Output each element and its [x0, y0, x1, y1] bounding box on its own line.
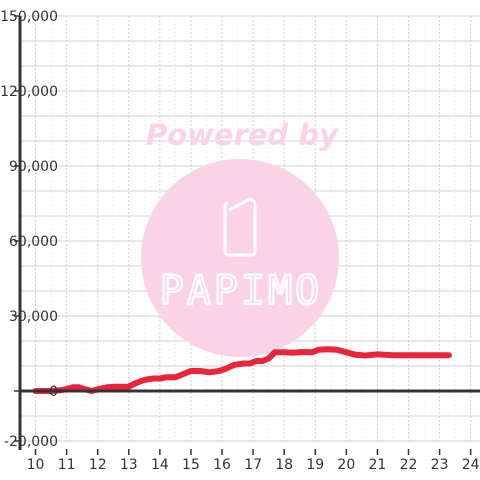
phone-icon [223, 197, 257, 257]
x-tick-label: 16 [213, 457, 231, 473]
x-tick-label: 15 [182, 457, 200, 473]
y-tick-label: 60,000 [9, 234, 58, 250]
x-tick-label: 22 [400, 457, 418, 473]
x-tick-label: 10 [27, 457, 45, 473]
y-axis-ticks: 150,000 120,000 90,000 60,000 30,000 0 -20,000 [0, 9, 58, 450]
x-tick-label: 20 [337, 457, 355, 473]
watermark: Powered by PAPIMO [141, 118, 339, 357]
y-tick-label: -20,000 [4, 434, 58, 450]
x-tick-label: 14 [151, 457, 169, 473]
x-tick-label: 12 [89, 457, 107, 473]
x-tick-label: 21 [369, 457, 387, 473]
watermark-logo-text: PAPIMO [160, 268, 323, 314]
y-tick-label: 120,000 [0, 84, 58, 100]
x-tick-label: 18 [275, 457, 293, 473]
x-tick-label: 24 [462, 457, 480, 473]
y-tick-label: 30,000 [9, 309, 58, 325]
x-tick-label: 19 [306, 457, 324, 473]
x-tick-label: 13 [120, 457, 138, 473]
x-axis-ticks: 10 11 12 13 14 15 16 17 18 19 20 21 22 23 24 [27, 449, 480, 473]
y-tick-label: 0 [49, 384, 58, 400]
x-tick-label: 11 [58, 457, 76, 473]
y-tick-label: 90,000 [9, 159, 58, 175]
x-tick-label: 23 [431, 457, 449, 473]
y-tick-label: 150,000 [0, 9, 58, 25]
watermark-text: Powered by [146, 118, 339, 152]
watermark-circle [141, 159, 339, 357]
x-tick-label: 17 [244, 457, 262, 473]
